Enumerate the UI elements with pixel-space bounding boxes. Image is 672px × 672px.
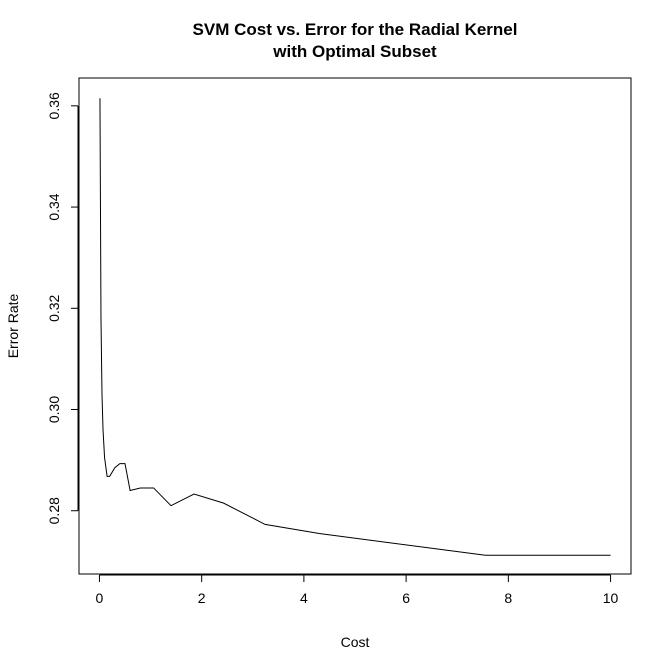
y-tick-label: 0.36 — [46, 92, 62, 119]
x-axis: 0 2 4 6 8 10 — [96, 574, 619, 606]
plot-area-frame — [78, 77, 632, 575]
series-line-error-rate — [99, 98, 611, 556]
x-tick-label: 6 — [402, 590, 410, 606]
chart-title-line-2: with Optimal Subset — [272, 42, 437, 61]
x-axis-label: Cost — [341, 634, 370, 650]
x-tick-label: 10 — [603, 590, 619, 606]
y-tick-label: 0.32 — [46, 294, 62, 321]
x-tick-label: 2 — [198, 590, 206, 606]
x-tick-label: 8 — [504, 590, 512, 606]
chart-title-line-1: SVM Cost vs. Error for the Radial Kernel — [193, 20, 518, 39]
x-tick-label: 0 — [96, 590, 104, 606]
y-axis-label: Error Rate — [5, 294, 21, 359]
y-tick-label: 0.28 — [46, 497, 62, 524]
y-axis: 0.28 0.30 0.32 0.34 0.36 — [46, 92, 79, 524]
y-tick-label: 0.30 — [46, 396, 62, 423]
x-tick-label: 4 — [300, 590, 308, 606]
y-tick-label: 0.34 — [46, 193, 62, 220]
